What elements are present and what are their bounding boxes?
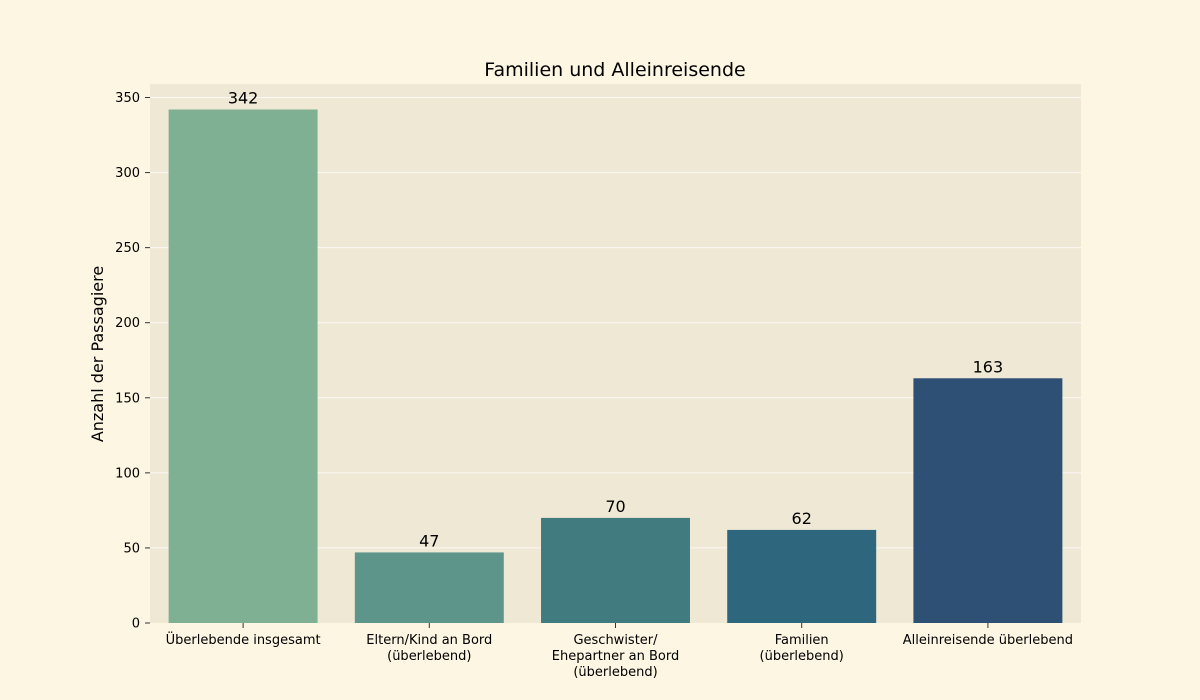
bar-value-label: 342 [228, 89, 259, 108]
bar [541, 517, 690, 623]
bar-value-label: 70 [605, 497, 625, 516]
data-labels: 342 47 70 62 163 [228, 89, 1003, 551]
x-tick-label: Familien (überlebend) [760, 633, 844, 664]
bar-value-label: 62 [792, 509, 812, 528]
y-tick-label: 50 [123, 541, 140, 556]
x-tick-label-line: Familien [775, 633, 829, 648]
x-tick-label: Überlebende insgesamt [166, 631, 321, 648]
x-tick-label-line: (überlebend) [760, 649, 844, 664]
y-axis-label: Anzahl der Passagiere [88, 266, 107, 442]
bar-value-label: 163 [973, 357, 1004, 376]
x-tick-label-line: Geschwister/ [573, 633, 658, 648]
bars [168, 109, 1063, 623]
y-tick-label: 250 [115, 241, 140, 256]
x-tick-label: Alleinreisende überlebend [903, 633, 1073, 648]
x-axis: Überlebende insgesamt Eltern/Kind an Bord… [166, 623, 1073, 680]
bar-value-label: 47 [419, 531, 439, 550]
y-tick-label: 200 [115, 316, 140, 331]
bar [354, 552, 504, 623]
y-tick-label: 300 [115, 166, 140, 181]
x-tick-label-line: (überlebend) [387, 649, 471, 664]
bar [168, 109, 318, 623]
y-tick-label: 150 [115, 391, 140, 406]
y-tick-label: 100 [115, 466, 140, 481]
x-tick-label-line: (überlebend) [573, 665, 657, 680]
y-axis: 0 50 100 150 200 250 300 350 [115, 91, 150, 632]
x-tick-label-line: Überlebende insgesamt [166, 631, 321, 648]
bar [913, 378, 1063, 623]
y-tick-label: 350 [115, 91, 140, 106]
chart-title: Familien und Alleinreisende [484, 59, 745, 81]
x-tick-label: Eltern/Kind an Bord (überlebend) [366, 633, 492, 664]
x-tick-label-line: Ehepartner an Bord [552, 649, 679, 664]
x-tick-label-line: Eltern/Kind an Bord [366, 633, 492, 648]
bar [727, 529, 877, 623]
y-tick-label: 0 [132, 617, 140, 632]
x-tick-label-line: Alleinreisende überlebend [903, 633, 1073, 648]
x-tick-label: Geschwister/Ehepartner an Bord (überleben… [552, 633, 679, 680]
